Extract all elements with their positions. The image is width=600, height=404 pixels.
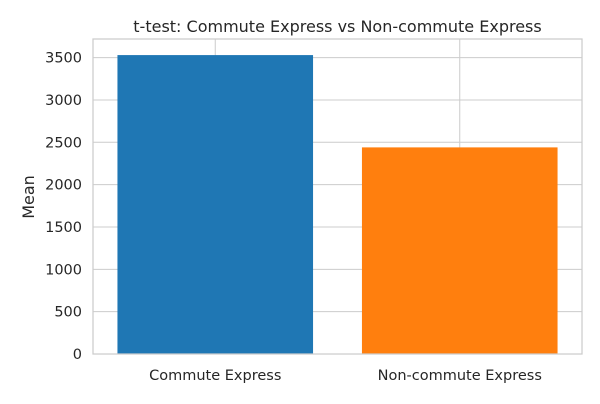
- y-tick-label: 500: [54, 305, 82, 321]
- y-tick-label: 3500: [45, 51, 82, 67]
- chart-title: t-test: Commute Express vs Non-commute E…: [133, 17, 541, 36]
- y-tick-label: 0: [73, 347, 82, 363]
- x-tick-labels: Commute Express Non-commute Express: [149, 368, 542, 384]
- y-tick-label: 3000: [45, 93, 82, 109]
- y-axis-label: Mean: [19, 175, 38, 219]
- bar-commute-express: [117, 55, 314, 354]
- x-tick-label: Commute Express: [149, 368, 281, 384]
- bars: [117, 55, 558, 354]
- y-tick-label: 1000: [45, 262, 82, 278]
- y-tick-label: 1500: [45, 220, 82, 236]
- y-tick-label: 2000: [45, 178, 82, 194]
- plot-frame: [92, 38, 583, 355]
- y-tick-label: 2500: [45, 135, 82, 151]
- bar-non-commute-express: [361, 147, 558, 354]
- y-tick-labels: 0 500 1000 1500 2000 2500 3000 3500: [45, 51, 82, 363]
- x-tick-label: Non-commute Express: [378, 368, 542, 384]
